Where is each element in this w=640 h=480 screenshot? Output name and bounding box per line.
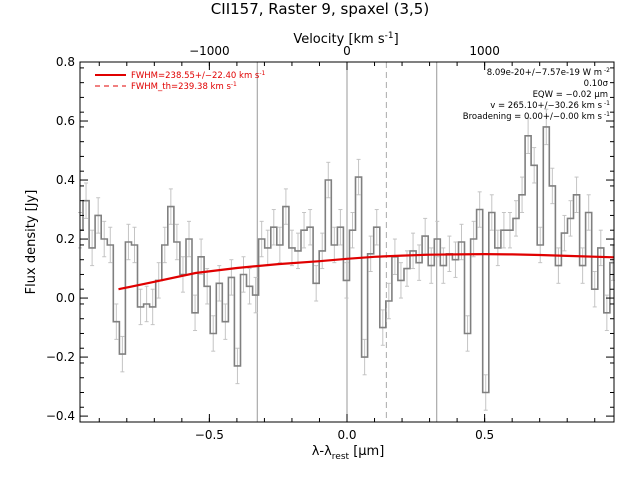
legend-unit-sup: -1 xyxy=(231,81,237,88)
y-tick-label: 0.4 xyxy=(56,173,75,187)
x-axis-label: λ-λrest [μm] xyxy=(312,444,385,462)
x-tick-label: 0.5 xyxy=(475,428,494,442)
top-tick-label: 1000 xyxy=(469,44,500,58)
annotation-line: Broadening = 0.00+/−0.00 km s xyxy=(463,112,603,122)
top-axis-label: Velocity [km s-1] xyxy=(293,31,398,47)
fit-series xyxy=(118,252,615,291)
y-axis-label: Flux density [Jy] xyxy=(24,190,39,295)
legend-unit-sup: -1 xyxy=(259,70,265,77)
y-tick-label: 0.0 xyxy=(56,291,75,305)
legend-label: FWHM_th=239.38 km s-1 xyxy=(131,81,237,92)
x-tick-label: 0.0 xyxy=(337,428,356,442)
annotation-line: 0.10σ xyxy=(584,79,609,89)
chart-title: CII157, Raster 9, spaxel (3,5) xyxy=(211,0,429,18)
spectrum-series xyxy=(80,126,614,394)
annotation-line: 8.09e-20+/−7.57e-19 W m xyxy=(487,68,602,78)
annotation-sup: -2 xyxy=(604,67,610,74)
y-tick-label: 0.6 xyxy=(56,114,75,128)
y-tick-label: 0.2 xyxy=(56,232,75,246)
legend-label: FWHM=238.55+/−22.40 km s-1 xyxy=(131,70,266,81)
top-tick-label: −1000 xyxy=(189,44,230,58)
annotation-sup: -1 xyxy=(604,111,610,118)
y-tick-label: −0.4 xyxy=(46,409,75,423)
y-tick-label: 0.8 xyxy=(56,55,75,69)
top-tick-label: 0 xyxy=(343,44,351,58)
y-tick-label: −0.2 xyxy=(46,350,75,364)
annotation-line: v = 265.10+/−30.26 km s xyxy=(490,101,602,111)
x-tick-label: −0.5 xyxy=(195,428,224,442)
annotation-sup: -1 xyxy=(604,100,610,107)
annotation-line: EQW = −0.02 μm xyxy=(533,90,608,100)
